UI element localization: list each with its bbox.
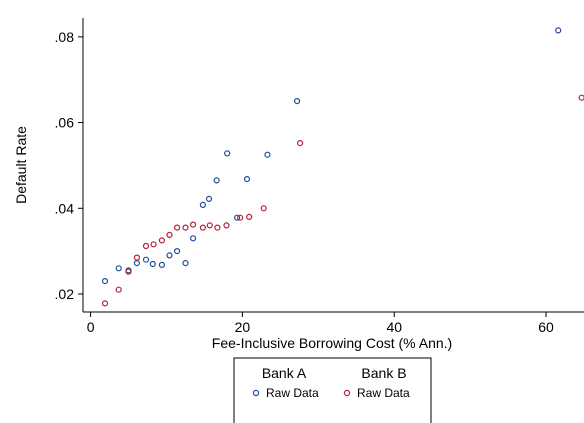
data-point-bank-b xyxy=(125,268,132,275)
legend-marker-bank-a xyxy=(252,389,260,397)
y-tick-label: .04 xyxy=(55,200,75,216)
data-point-bank-a xyxy=(149,260,156,268)
y-axis-ticks: .02 .04 .06 .08 xyxy=(55,29,83,302)
y-axis-title: Default Rate xyxy=(13,126,29,204)
data-point-bank-a xyxy=(158,261,165,268)
data-point-bank-b xyxy=(142,242,150,250)
legend-label-bank-b: Raw Data xyxy=(357,386,410,400)
data-point-bank-b xyxy=(214,224,221,231)
data-point-bank-b xyxy=(237,214,244,221)
x-tick-label: 0 xyxy=(87,319,95,335)
data-point-bank-a xyxy=(264,151,271,158)
data-point-bank-b xyxy=(199,224,206,231)
data-point-bank-b xyxy=(578,94,584,101)
data-points xyxy=(101,27,584,307)
data-point-bank-a xyxy=(182,260,189,267)
data-point-bank-b xyxy=(166,231,173,238)
data-point-bank-b xyxy=(297,140,304,147)
data-point-bank-b xyxy=(223,222,230,229)
data-point-bank-a xyxy=(234,214,241,221)
data-point-bank-a xyxy=(174,248,181,255)
x-tick-label: 60 xyxy=(538,319,554,335)
y-tick-label: .08 xyxy=(55,29,75,45)
data-point-bank-b xyxy=(260,205,267,212)
data-point-bank-b xyxy=(174,224,181,231)
data-point-bank-a xyxy=(166,252,173,259)
data-point-bank-a xyxy=(101,278,109,285)
y-tick-label: .02 xyxy=(55,286,75,302)
data-point-bank-b xyxy=(190,221,197,228)
data-point-bank-b xyxy=(101,300,109,307)
data-point-bank-a xyxy=(294,97,301,105)
data-point-bank-b xyxy=(246,213,253,220)
legend-group-b-title: Bank B xyxy=(361,365,406,381)
legend-frame xyxy=(233,357,432,423)
data-point-bank-b xyxy=(182,224,189,231)
data-point-bank-b xyxy=(206,222,213,229)
data-point-bank-a xyxy=(555,27,562,34)
data-point-bank-a xyxy=(142,256,150,263)
legend-label-bank-a: Raw Data xyxy=(266,386,319,400)
legend: Bank A Bank B Raw Data Raw Data xyxy=(233,357,432,423)
legend-group-a-title: Bank A xyxy=(262,365,307,381)
data-point-bank-a xyxy=(133,260,140,267)
data-point-bank-b xyxy=(158,237,165,244)
x-axis-title: Fee-Inclusive Borrowing Cost (% Ann.) xyxy=(212,335,452,351)
x-tick-label: 40 xyxy=(386,319,402,335)
data-point-bank-a xyxy=(199,201,206,208)
data-point-bank-a xyxy=(115,265,122,272)
y-tick-label: .06 xyxy=(55,115,75,131)
data-point-bank-b xyxy=(115,286,122,293)
legend-marker-bank-b xyxy=(343,389,351,397)
data-point-bank-a xyxy=(243,176,251,183)
data-point-bank-b xyxy=(133,254,140,261)
x-tick-label: 20 xyxy=(235,319,251,335)
data-point-bank-a xyxy=(205,195,213,202)
data-point-bank-a xyxy=(224,150,231,157)
x-axis-ticks: 0 20 40 60 xyxy=(87,312,554,335)
data-point-bank-b xyxy=(150,241,157,248)
data-point-bank-a xyxy=(190,235,197,242)
data-point-bank-a xyxy=(213,177,220,184)
